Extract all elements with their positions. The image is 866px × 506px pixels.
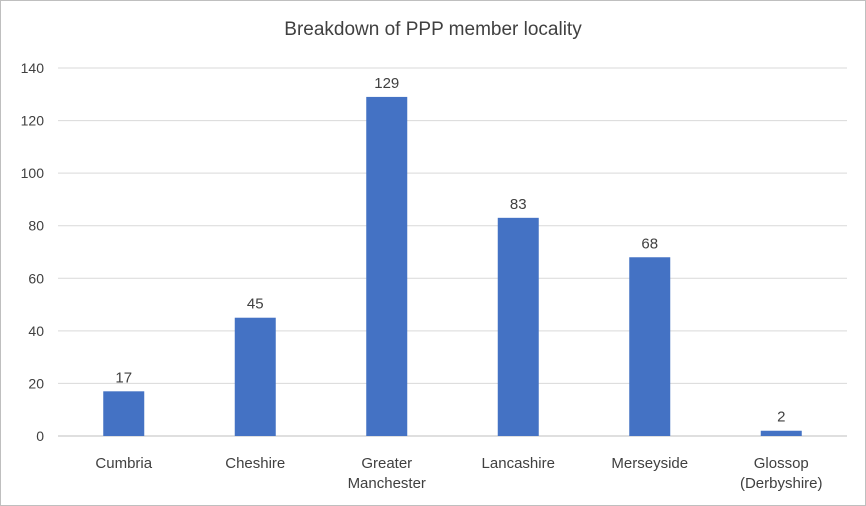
data-label: 45: [247, 296, 264, 313]
y-tick-label: 140: [21, 60, 45, 76]
bar: [629, 257, 671, 436]
bar: [103, 391, 145, 436]
x-tick-label-line: Cheshire: [225, 455, 285, 472]
y-tick-label: 60: [28, 270, 44, 286]
bar: [497, 217, 539, 436]
x-tick-label-line: Greater: [361, 455, 412, 472]
x-tick-label: Cumbria: [95, 455, 152, 472]
x-tick-label-line: Manchester: [348, 475, 426, 492]
x-tick-label: Merseyside: [611, 455, 688, 472]
chart-title: Breakdown of PPP member locality: [284, 19, 582, 40]
x-tick-label-line: Glossop: [754, 455, 809, 472]
y-tick-label: 40: [28, 323, 44, 339]
x-tick-label-line: Lancashire: [482, 455, 555, 472]
data-label: 2: [777, 409, 785, 426]
x-tick-label-line: Cumbria: [95, 455, 152, 472]
data-label: 129: [374, 75, 399, 92]
x-tick-label: Greater Manchester: [348, 455, 426, 492]
x-tick-label: Glossop (Derbyshire): [740, 455, 823, 492]
bar: [760, 430, 802, 436]
bar: [234, 317, 276, 436]
data-label: 68: [641, 235, 658, 252]
y-tick-label: 80: [28, 218, 44, 234]
y-tick-label: 20: [28, 375, 44, 391]
x-tick-label-line: Merseyside: [611, 455, 688, 472]
x-tick-label: Cheshire: [225, 455, 285, 472]
x-tick-label: Lancashire: [482, 455, 555, 472]
y-tick-label: 0: [36, 428, 44, 444]
data-label: 83: [510, 196, 527, 213]
y-tick-label: 120: [21, 113, 45, 129]
bar: [366, 96, 408, 437]
data-label: 17: [115, 369, 132, 386]
x-tick-label-line: (Derbyshire): [740, 475, 823, 492]
y-tick-label: 100: [21, 165, 45, 181]
